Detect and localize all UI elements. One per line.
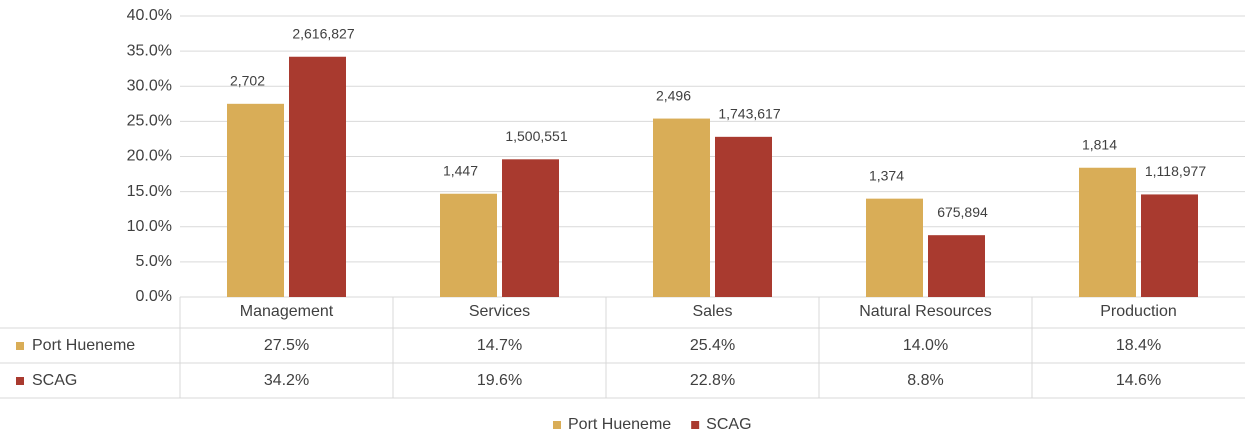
table-cell: 14.0% [903, 337, 948, 354]
y-tick-label: 10.0% [127, 218, 172, 235]
bar [502, 159, 559, 297]
y-tick-label: 0.0% [136, 288, 172, 305]
data-label: 1,447 [443, 162, 478, 178]
bar [1141, 194, 1198, 297]
data-label: 675,894 [937, 204, 988, 220]
y-tick-label: 20.0% [127, 148, 172, 165]
legend-swatch [691, 421, 700, 429]
bar [653, 118, 710, 297]
bar [289, 56, 346, 298]
data-label: 2,702 [230, 73, 265, 89]
table-cell: 27.5% [264, 337, 309, 354]
y-tick-label: 35.0% [127, 42, 172, 59]
y-tick-label: 25.0% [127, 113, 172, 130]
y-tick-label: 40.0% [127, 7, 172, 24]
bar [715, 136, 772, 297]
table-cell: 22.8% [690, 372, 735, 389]
bar [227, 103, 284, 297]
x-tick-label: Natural Resources [859, 303, 992, 320]
data-label: 1,118,977 [1145, 163, 1206, 179]
bar [440, 193, 497, 297]
data-label: 2,616,827 [292, 25, 354, 41]
table-cell: 8.8% [907, 372, 943, 389]
table-series-name: Port Hueneme [32, 337, 135, 354]
y-tick-label: 30.0% [127, 77, 172, 94]
table-legend-swatch [16, 342, 24, 350]
x-tick-label: Sales [692, 303, 732, 320]
bar [928, 235, 985, 297]
data-label: 1,374 [869, 167, 904, 183]
data-label: 1,743,617 [718, 106, 780, 122]
x-tick-label: Services [469, 303, 530, 320]
table-cell: 34.2% [264, 372, 309, 389]
table-cell: 25.4% [690, 337, 735, 354]
table-cell: 14.6% [1116, 372, 1161, 389]
y-tick-label: 5.0% [136, 253, 172, 270]
data-label: 1,814 [1082, 136, 1117, 152]
y-tick-label: 15.0% [127, 183, 172, 200]
data-label: 1,500,551 [505, 128, 567, 144]
table-cell: 14.7% [477, 337, 522, 354]
legend-label: SCAG [706, 416, 751, 433]
table-cell: 19.6% [477, 372, 522, 389]
data-label: 2,496 [656, 87, 691, 103]
x-tick-label: Management [240, 303, 334, 320]
legend-swatch [553, 421, 561, 429]
table-cell: 18.4% [1116, 337, 1161, 354]
bar [1079, 167, 1136, 297]
table-series-name: SCAG [32, 372, 77, 389]
x-tick-label: Production [1100, 303, 1177, 320]
table-legend-swatch [16, 377, 24, 385]
legend-label: Port Hueneme [568, 416, 671, 433]
bar [866, 198, 923, 297]
